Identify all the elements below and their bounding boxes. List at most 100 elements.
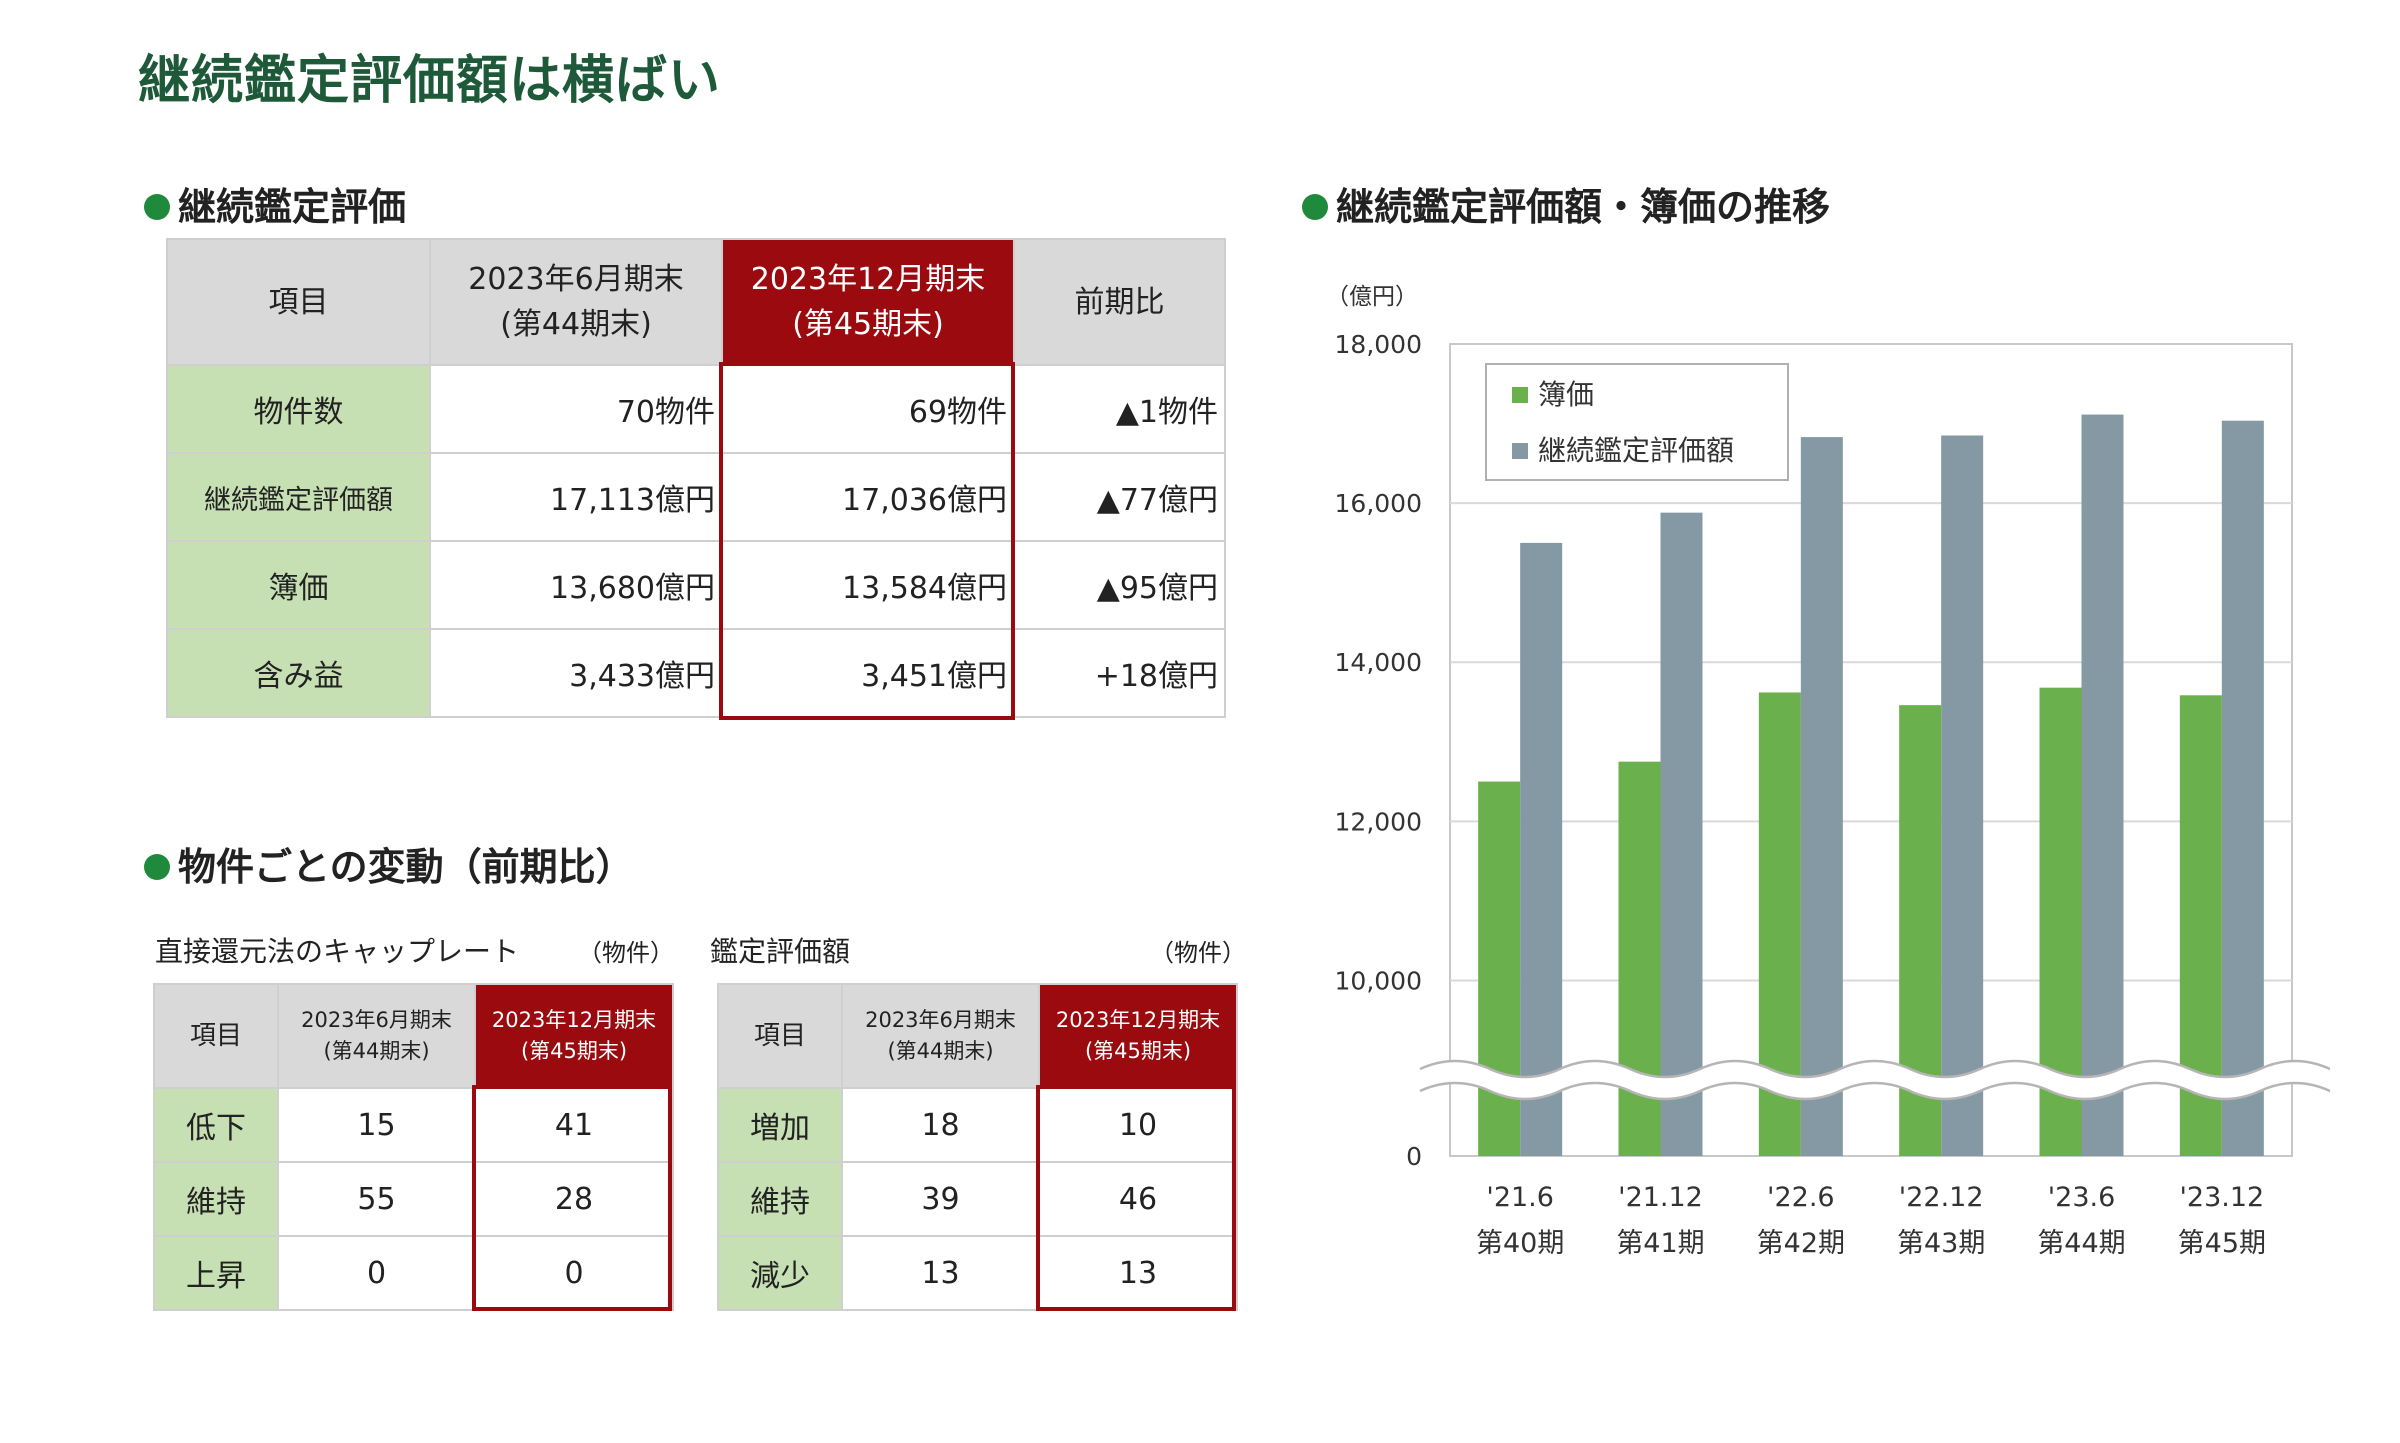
row-label: 継続鑑定評価額: [166, 452, 431, 542]
cell-curr: 28: [474, 1161, 674, 1237]
legend-swatch: [1512, 387, 1528, 403]
bullet-dot-icon: [144, 193, 170, 220]
bullet-dot-icon: [144, 853, 170, 880]
table-row: 簿価 13,680億円 13,584億円 ▲95億円: [166, 540, 1226, 630]
table-row: 減少 13 13: [717, 1235, 1238, 1311]
x-tick-label: 第41期: [1616, 1228, 1704, 1259]
row-label: 維持: [153, 1161, 279, 1237]
header-prev: 2023年6月期末 (第44期末): [429, 238, 723, 366]
cell-prev: 15: [277, 1087, 476, 1163]
unit-label: （物件）: [1150, 939, 1246, 967]
header-curr: 2023年12月期末 (第45期末): [721, 238, 1015, 366]
cap-rate-table: 項目 2023年6月期末 (第44期末) 2023年12月期末 (第45期末) …: [153, 983, 674, 1311]
legend-swatch: [1512, 443, 1528, 459]
cell-diff: ▲95億円: [1013, 540, 1226, 630]
cell-curr: 3,451億円: [721, 628, 1015, 718]
valuation-table: 項目 2023年6月期末 (第44期末) 2023年12月期末 (第45期末) …: [166, 238, 1226, 718]
bar-book-value: [1478, 781, 1521, 1156]
cell-curr: 17,036億円: [721, 452, 1015, 542]
x-tick-label: 第43期: [1897, 1228, 1985, 1259]
table-row: 含み益 3,433億円 3,451億円 +18億円: [166, 628, 1226, 718]
header-prev: 2023年6月期末 (第44期末): [841, 983, 1040, 1089]
cell-curr: 0: [474, 1235, 674, 1311]
table-row: 継続鑑定評価額 17,113億円 17,036億円 ▲77億円: [166, 452, 1226, 542]
appraisal-change-table: 項目 2023年6月期末 (第44期末) 2023年12月期末 (第45期末) …: [717, 983, 1238, 1311]
cell-prev: 39: [841, 1161, 1040, 1237]
axis-break-line: [1419, 1059, 2330, 1079]
cell-curr: 10: [1038, 1087, 1238, 1163]
row-label: 増加: [717, 1087, 843, 1163]
bar-appraisal-value: [1520, 542, 1563, 1156]
header-item: 項目: [166, 238, 431, 366]
header-curr: 2023年12月期末 (第45期末): [1038, 983, 1238, 1089]
axis-break-line: [1419, 1081, 2330, 1101]
y-tick-label: 18,000: [1335, 330, 1422, 359]
header-item: 項目: [153, 983, 279, 1089]
row-label: 維持: [717, 1161, 843, 1237]
axis-break-band: [1415, 1061, 2330, 1099]
y-unit-label: （億円）: [1330, 284, 1418, 310]
page-title: 継続鑑定評価額は横ばい: [138, 51, 722, 111]
section-title-text: 物件ごとの変動（前期比）: [178, 845, 634, 889]
header-prev: 2023年6月期末 (第44期末): [277, 983, 476, 1089]
bullet-dot-icon: [1302, 193, 1328, 220]
cell-curr: 41: [474, 1087, 674, 1163]
cell-diff: +18億円: [1013, 628, 1226, 718]
y-tick-label: 10,000: [1335, 966, 1422, 995]
caption-appraisal: 鑑定評価額: [710, 935, 851, 968]
table-row: 維持 55 28: [153, 1161, 674, 1237]
row-label: 簿価: [166, 540, 431, 630]
table-row: 上昇 0 0: [153, 1235, 674, 1311]
x-tick-label: '23.6: [2048, 1182, 2116, 1213]
x-tick-label: '22.12: [1899, 1182, 1984, 1213]
cell-curr: 46: [1038, 1161, 1238, 1237]
section-title-trend: 継続鑑定評価額・簿価の推移: [1302, 176, 1830, 231]
bar-appraisal-value: [1800, 437, 1843, 1156]
section-title-changes: 物件ごとの変動（前期比）: [144, 836, 634, 891]
row-label: 低下: [153, 1087, 279, 1163]
bar-appraisal-value: [1941, 435, 1984, 1156]
bar-appraisal-value: [2221, 420, 2264, 1157]
cell-prev: 0: [277, 1235, 476, 1311]
cell-curr: 13: [1038, 1235, 1238, 1311]
row-label: 物件数: [166, 364, 431, 454]
cell-curr: 69物件: [721, 364, 1015, 454]
table-row: 維持 39 46: [717, 1161, 1238, 1237]
bar-appraisal-value: [2081, 414, 2124, 1156]
cell-prev: 3,433億円: [429, 628, 723, 718]
cell-prev: 13,680億円: [429, 540, 723, 630]
header-diff: 前期比: [1013, 238, 1226, 366]
x-tick-label: 第45期: [2178, 1228, 2266, 1259]
cell-diff: ▲77億円: [1013, 452, 1226, 542]
cell-curr: 13,584億円: [721, 540, 1015, 630]
caption-cap-rate: 直接還元法のキャップレート: [155, 935, 520, 968]
header-curr: 2023年12月期末 (第45期末): [474, 983, 674, 1089]
x-tick-label: '21.6: [1486, 1182, 1554, 1213]
table-row: 低下 15 41: [153, 1087, 674, 1163]
x-tick-label: 第44期: [2037, 1228, 2125, 1259]
cell-prev: 18: [841, 1087, 1040, 1163]
x-tick-label: '23.12: [2179, 1182, 2264, 1213]
table-row: 増加 18 10: [717, 1087, 1238, 1163]
section-title-text: 継続鑑定評価: [178, 185, 407, 229]
row-label: 含み益: [166, 628, 431, 718]
header-item: 項目: [717, 983, 843, 1089]
y-tick-label: 16,000: [1335, 489, 1422, 518]
table-row: 物件数 70物件 69物件 ▲1物件: [166, 364, 1226, 454]
cell-prev: 13: [841, 1235, 1040, 1311]
cell-prev: 55: [277, 1161, 476, 1237]
row-label: 減少: [717, 1235, 843, 1311]
legend-box: [1485, 363, 1789, 481]
x-tick-label: '22.6: [1767, 1182, 1835, 1213]
y-tick-label: 14,000: [1335, 648, 1422, 677]
x-tick-label: '21.12: [1618, 1182, 1703, 1213]
bar-appraisal-value: [1660, 512, 1703, 1156]
y-tick-label: 12,000: [1335, 807, 1422, 836]
y-tick-label: 0: [1406, 1142, 1422, 1171]
legend-label: 簿価: [1538, 378, 1594, 411]
unit-label: （物件）: [578, 939, 674, 967]
valuation-trend-chart: 18,000 16,000 14,000 12,000 10,000 0 （億円） '21.6…: [1330, 284, 2330, 1259]
x-tick-label: 第42期: [1757, 1228, 1845, 1259]
section-title-text: 継続鑑定評価額・簿価の推移: [1336, 185, 1831, 229]
section-title-valuation: 継続鑑定評価: [144, 176, 406, 231]
